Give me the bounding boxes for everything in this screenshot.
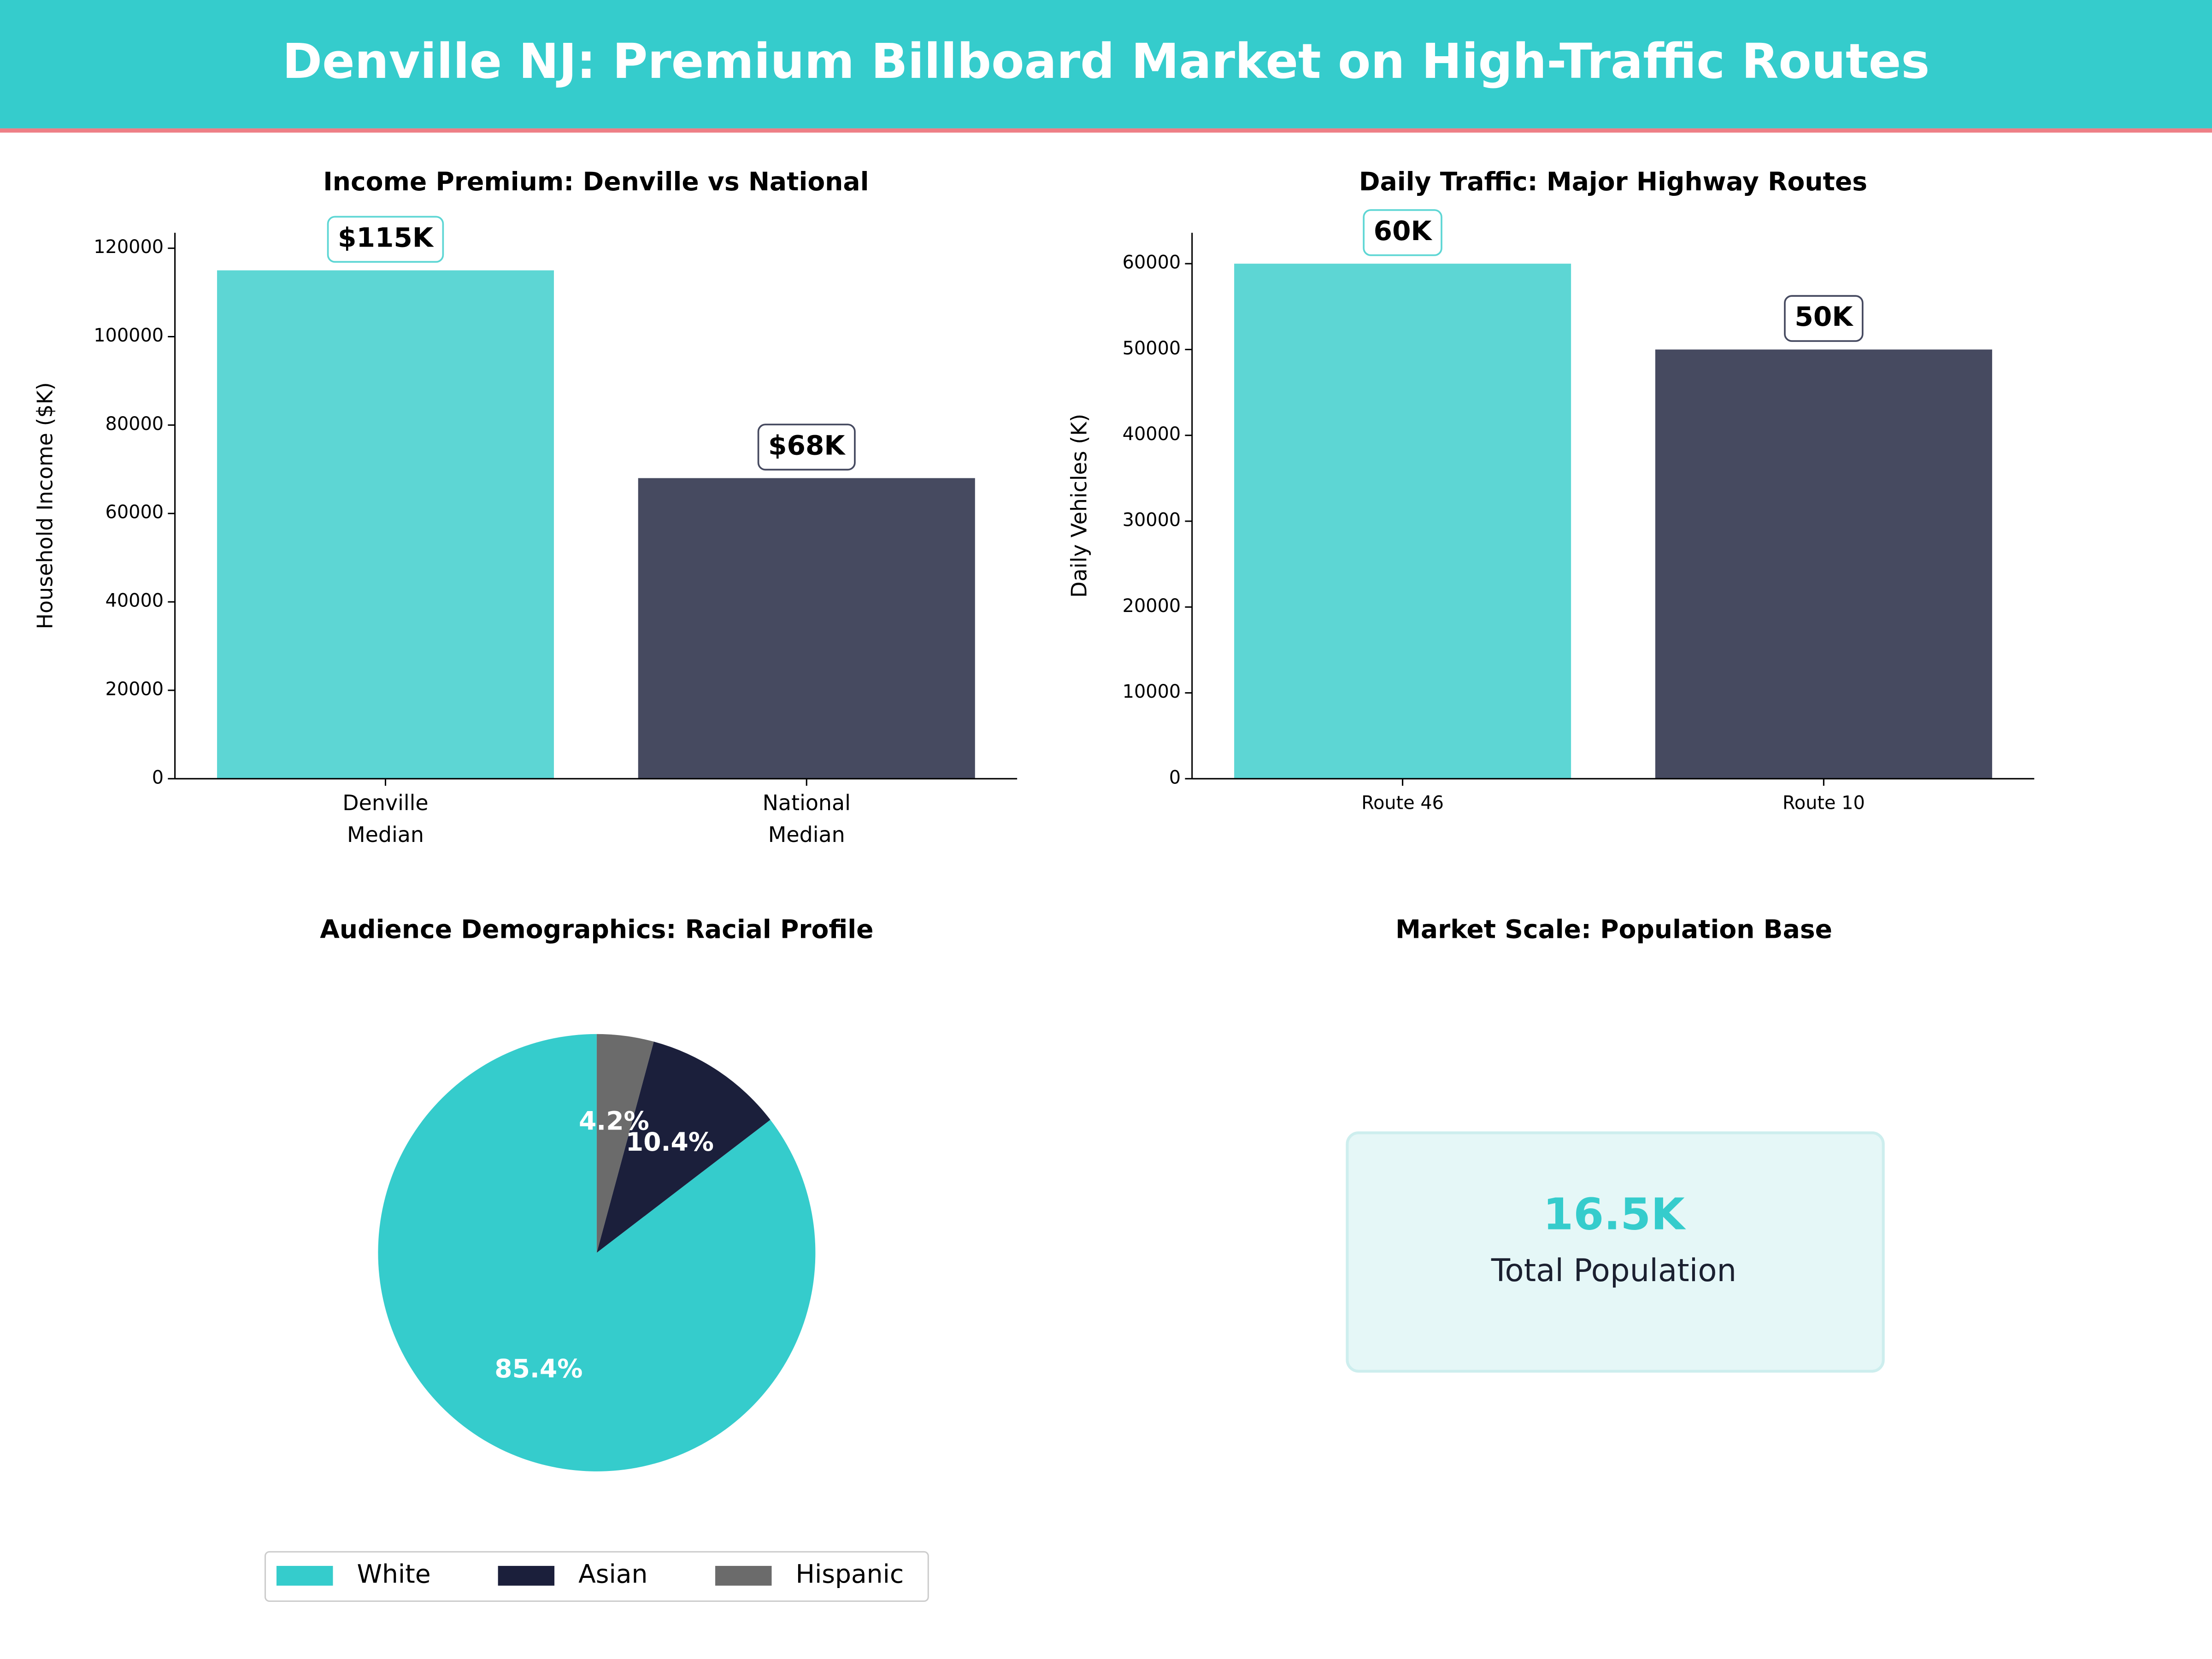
- y-axis-label: Household Income ($K): [33, 382, 58, 629]
- chart-title: Audience Demographics: Racial Profile: [320, 915, 873, 944]
- value-label: 60K: [1374, 215, 1433, 247]
- bar: [217, 270, 554, 779]
- bar: [638, 478, 975, 779]
- kpi-card: [1346, 1131, 1885, 1373]
- x-tick-label: Route 10: [1783, 792, 1865, 813]
- slice-label: 4.2%: [579, 1106, 649, 1135]
- y-tick-label: 60000: [1123, 252, 1181, 273]
- value-label-box: [1363, 209, 1442, 256]
- kpi-label: Total Population: [1491, 1252, 1736, 1288]
- pie-slice: [378, 1034, 816, 1471]
- y-tick-label: 50000: [1123, 338, 1181, 359]
- legend-label: Asian: [578, 1559, 647, 1589]
- slice-label: 85.4%: [494, 1354, 582, 1383]
- x-tick-label: Denville Median: [342, 790, 428, 847]
- y-tick-label: 40000: [1123, 424, 1181, 445]
- y-tick-label: 30000: [1123, 509, 1181, 530]
- value-label: 50K: [1794, 301, 1853, 332]
- y-tick-label: 100000: [94, 325, 164, 346]
- header-band: [0, 0, 2212, 129]
- y-tick-label: 120000: [94, 236, 164, 258]
- value-label: $68K: [768, 429, 846, 461]
- chart-title: Market Scale: Population Base: [1395, 915, 1832, 944]
- pie-slice: [596, 1041, 771, 1253]
- y-axis-label: Daily Vehicles (K): [1066, 414, 1091, 598]
- chart-title: Daily Traffic: Major Highway Routes: [1359, 167, 1867, 196]
- legend-box: [264, 1551, 929, 1602]
- y-tick-label: 20000: [106, 678, 164, 700]
- legend-swatch: [276, 1565, 333, 1586]
- legend-label: White: [357, 1559, 430, 1589]
- page-title: Denville NJ: Premium Billboard Market on…: [282, 33, 1930, 89]
- header-rule: [0, 128, 2212, 133]
- x-tick-label: Route 46: [1361, 792, 1444, 813]
- bar: [1234, 264, 1571, 779]
- y-tick-label: 60000: [106, 502, 164, 523]
- y-tick-label: 80000: [106, 413, 164, 435]
- x-tick-label: National Median: [763, 790, 851, 847]
- y-tick-label: 40000: [106, 590, 164, 612]
- value-label-box: [1784, 295, 1864, 342]
- pie-slice: [596, 1034, 654, 1253]
- legend-swatch: [715, 1565, 772, 1586]
- legend-swatch: [498, 1565, 555, 1586]
- y-tick-label: 0: [1169, 767, 1181, 788]
- slice-label: 10.4%: [626, 1127, 714, 1157]
- bar: [1655, 349, 1992, 779]
- value-label: $115K: [338, 222, 434, 253]
- value-label-box: [327, 216, 444, 263]
- y-tick-label: 10000: [1123, 681, 1181, 702]
- legend-label: Hispanic: [796, 1559, 904, 1589]
- y-tick-label: 0: [152, 767, 164, 788]
- y-tick-label: 20000: [1123, 595, 1181, 617]
- kpi-value: 16.5K: [1543, 1189, 1686, 1240]
- chart-title: Income Premium: Denville vs National: [323, 167, 869, 196]
- value-label-box: [757, 424, 856, 471]
